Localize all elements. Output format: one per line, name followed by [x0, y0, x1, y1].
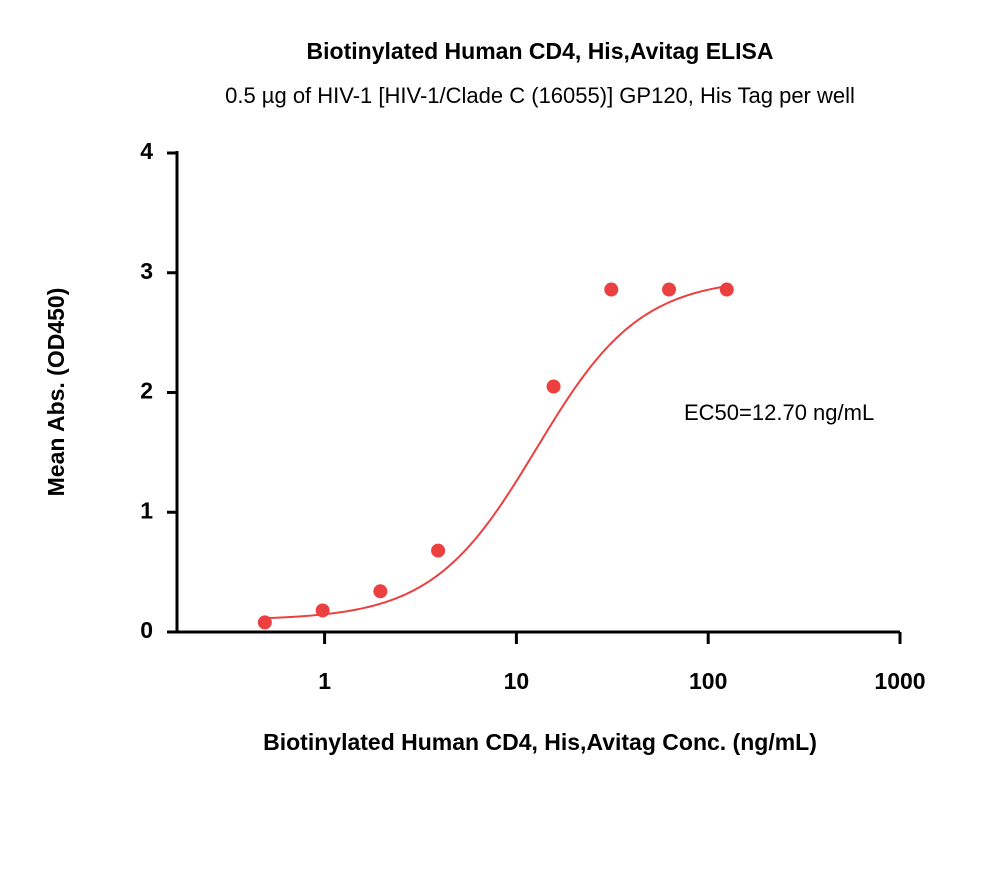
x-tick-label: 10	[504, 668, 530, 694]
data-point	[719, 282, 734, 297]
chart-subtitle: 0.5 µg of HIV-1 [HIV-1/Clade C (16055)] …	[225, 83, 855, 108]
x-tick-label: 100	[689, 668, 727, 694]
y-tick-label: 0	[140, 617, 153, 643]
data-point	[315, 603, 330, 618]
x-tick-label: 1	[318, 668, 331, 694]
data-point	[431, 543, 446, 558]
x-axis-label: Biotinylated Human CD4, His,Avitag Conc.…	[263, 729, 817, 755]
y-axis-label: Mean Abs. (OD450)	[43, 288, 69, 497]
y-tick-label: 2	[140, 378, 153, 404]
chart-title: Biotinylated Human CD4, His,Avitag ELISA	[307, 38, 774, 64]
data-point	[257, 615, 272, 630]
data-point	[546, 379, 561, 394]
ec50-annotation: EC50=12.70 ng/mL	[684, 400, 874, 425]
fit-curve	[264, 285, 727, 620]
data-point	[662, 282, 677, 297]
y-tick-label: 4	[140, 138, 153, 164]
data-point	[604, 282, 619, 297]
y-tick-label: 3	[140, 258, 153, 284]
x-tick-label: 1000	[874, 668, 925, 694]
data-point	[373, 584, 388, 599]
y-tick-label: 1	[140, 497, 153, 523]
